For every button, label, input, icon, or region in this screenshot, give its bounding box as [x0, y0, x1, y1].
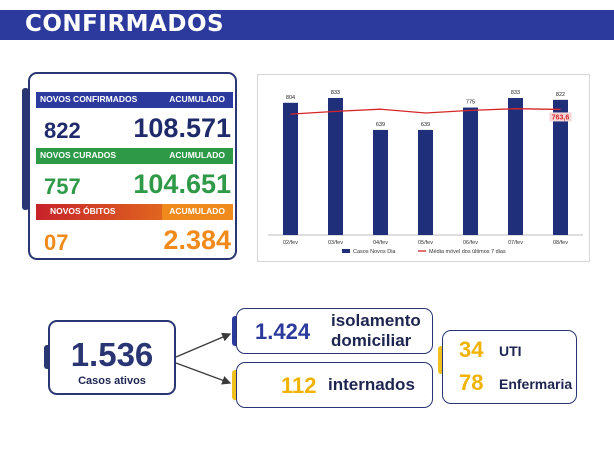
- obitos-band: NOVOS ÓBITOS ACUMULADO: [36, 204, 233, 220]
- summary-accent-bar: [22, 88, 29, 210]
- summary-card: NOVOS CONFIRMADOS ACUMULADO 822 108.571 …: [28, 72, 237, 260]
- highlight-label: 763,6: [552, 114, 570, 121]
- curados-band: NOVOS CURADOS ACUMULADO: [36, 148, 233, 164]
- cases-chart: 804 02/fev 833 03/fev 639 04/fev 639 05/fev 775 0…: [268, 90, 583, 255]
- bar-08/fev: [553, 99, 568, 236]
- active-label: Casos ativos: [78, 375, 146, 387]
- obitos-new: 07: [44, 230, 69, 255]
- bar-06/fev: [463, 107, 478, 235]
- curados-total: 104.651: [133, 169, 231, 199]
- x-tick-label: 03/fev: [328, 240, 343, 246]
- isolamento-label: isolamento domiciliar: [331, 311, 421, 351]
- uti-label: UTI: [499, 343, 522, 359]
- legend-bar-swatch: [342, 249, 350, 253]
- curados-acc-label: ACUMULADO: [169, 150, 225, 160]
- confirmados-label: NOVOS CONFIRMADOS: [40, 94, 138, 104]
- isolamento-accent: [232, 316, 239, 346]
- curados-new: 757: [44, 174, 81, 199]
- legend-bar-label: Casos Novos Dia: [353, 249, 396, 255]
- bar-02/fev: [283, 102, 298, 235]
- x-tick-label: 05/fev: [418, 240, 433, 246]
- branch-arrows: [175, 332, 232, 385]
- moving-average-line: [290, 108, 561, 115]
- bar-value-label: 804: [286, 95, 295, 101]
- active-total: 1.536: [70, 336, 154, 373]
- bar-04/fev: [373, 129, 388, 235]
- bar-value-label: 639: [376, 122, 385, 128]
- header-banner: CONFIRMADOS: [0, 10, 614, 40]
- bar-07/fev: [508, 98, 523, 235]
- x-tick-label: 04/fev: [373, 240, 388, 246]
- bar-value-label: 833: [331, 90, 340, 96]
- obitos-label: NOVOS ÓBITOS: [50, 206, 116, 216]
- bar-03/fev: [328, 98, 343, 235]
- obitos-total: 2.384: [163, 225, 231, 255]
- arrow-to-isolamento: [175, 332, 232, 358]
- isolamento-line1: isolamento: [331, 311, 421, 330]
- bar-value-label: 822: [556, 92, 565, 98]
- bar-value-label: 775: [466, 100, 475, 106]
- confirmados-acc-label: ACUMULADO: [169, 94, 225, 104]
- isolamento-value: 1.424: [255, 319, 311, 344]
- bar-value-label: 639: [421, 122, 430, 128]
- active-accent-bar: [44, 345, 51, 369]
- confirmados-new: 822: [44, 118, 81, 143]
- hospital-accent: [438, 346, 444, 374]
- hospital-breakdown-pill: 34 UTI 78 Enfermaria: [442, 330, 577, 404]
- obitos-acc-label: ACUMULADO: [169, 206, 225, 216]
- x-tick-label: 06/fev: [463, 240, 478, 246]
- internados-pill: 112 internados: [236, 362, 433, 408]
- bar-05/fev: [418, 129, 433, 235]
- confirmados-band: NOVOS CONFIRMADOS ACUMULADO: [36, 92, 233, 108]
- arrow-to-internados: [175, 362, 232, 385]
- x-tick-label: 07/fev: [508, 240, 523, 246]
- x-tick-label: 08/fev: [553, 240, 568, 246]
- isolamento-pill: 1.424 isolamento domiciliar: [236, 308, 433, 354]
- confirmados-total: 108.571: [133, 113, 231, 143]
- isolamento-line2: domiciliar: [331, 331, 412, 350]
- page-title: CONFIRMADOS: [25, 11, 225, 37]
- bar-value-label: 833: [511, 90, 520, 96]
- legend-line-label: Média móvel dos últimos 7 dias: [429, 249, 506, 255]
- x-tick-label: 02/fev: [283, 240, 298, 246]
- internados-accent: [232, 370, 239, 400]
- curados-label: NOVOS CURADOS: [40, 150, 117, 160]
- enfermaria-value: 78: [459, 370, 484, 395]
- chart-container: 804 02/fev 833 03/fev 639 04/fev 639 05/fev 775 0…: [257, 74, 590, 262]
- uti-value: 34: [459, 337, 484, 362]
- active-cases-box: 1.536 Casos ativos: [48, 320, 176, 395]
- internados-label: internados: [328, 375, 415, 394]
- internados-value: 112: [281, 373, 317, 398]
- enfermaria-label: Enfermaria: [499, 376, 573, 392]
- highlight-label-bg: [549, 112, 572, 122]
